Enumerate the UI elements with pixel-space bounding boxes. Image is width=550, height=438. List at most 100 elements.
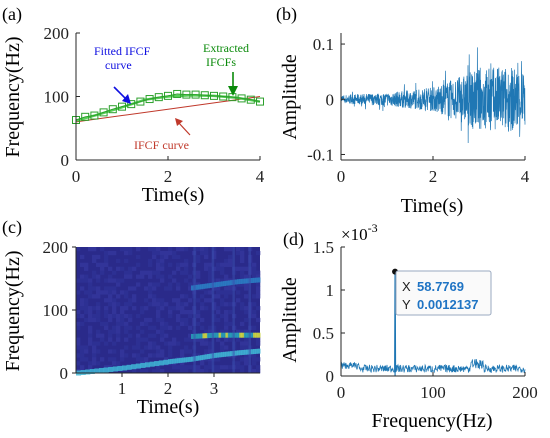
x-tick-label: 4 [521, 167, 530, 186]
heatmap-ridge-cell [195, 333, 199, 339]
heatmap-cell [108, 349, 113, 354]
heatmap-cell [144, 369, 149, 374]
heatmap-cell [244, 337, 249, 342]
heatmap-cell [256, 290, 261, 295]
heatmap-cell [216, 266, 221, 271]
extracted-ifcf-marker [127, 100, 136, 109]
heatmap-cell [168, 345, 173, 350]
heatmap-cell [88, 317, 93, 323]
panel-label-d: (d) [283, 229, 304, 250]
signal-line [340, 47, 526, 143]
heatmap-cell [168, 325, 173, 330]
heatmap-cell [220, 345, 225, 350]
heatmap-cell [136, 333, 141, 338]
heatmap-cell [208, 298, 213, 303]
heatmap-cell [116, 282, 121, 287]
y-tick-label: 200 [43, 238, 69, 257]
heatmap-cell [148, 325, 153, 330]
heatmap-cell [256, 250, 261, 256]
heatmap-cell [104, 262, 109, 267]
heatmap-cell [216, 294, 221, 299]
heatmap-ridge-cell [209, 282, 213, 288]
heatmap-ridge-cell [237, 350, 240, 356]
heatmap-cell [76, 278, 81, 283]
heatmap-cell [84, 349, 89, 354]
panel-a-plot-area [72, 89, 264, 124]
heatmap-ridge-cell [191, 333, 194, 339]
heatmap-cell [252, 294, 257, 299]
heatmap-cell [92, 306, 97, 311]
heatmap-cell [108, 337, 113, 342]
heatmap-cell [124, 325, 129, 330]
heatmap-cell [224, 317, 229, 323]
heatmap-cell [160, 254, 165, 260]
heatmap-cell [176, 313, 181, 319]
heatmap-cell [116, 278, 121, 283]
heatmap-cell [92, 317, 97, 323]
heatmap-cell [92, 349, 97, 354]
heatmap-cell [224, 302, 229, 307]
heatmap-cell [88, 313, 93, 319]
heatmap-cell [80, 274, 85, 279]
heatmap-ridge-cell [149, 361, 155, 367]
heatmap-cell [204, 306, 209, 311]
heatmap-cell [252, 357, 257, 362]
heatmap-ridge-cell [237, 279, 240, 285]
heatmap-cell [196, 353, 201, 358]
heatmap-cell [120, 247, 125, 252]
heatmap-cell [140, 306, 145, 311]
heatmap-cell [148, 247, 153, 252]
extracted-ifcf-marker [246, 95, 255, 104]
heatmap-cell [208, 357, 213, 362]
heatmap-cell [176, 325, 181, 330]
heatmap-cell [100, 333, 105, 338]
heatmap-cell [96, 333, 101, 338]
heatmap-cell [88, 290, 93, 295]
heatmap-cell [148, 274, 153, 279]
heatmap-cell [256, 369, 261, 374]
extracted-ifcf-marker [81, 112, 90, 121]
panel-c-heatmap [76, 247, 261, 376]
heatmap-cell [144, 298, 149, 303]
heatmap-ridge-cell [202, 333, 206, 339]
heatmap-cell [208, 361, 213, 366]
ifcf-curve-arrow [175, 118, 191, 136]
heatmap-cell [220, 302, 225, 307]
heatmap-cell [132, 266, 137, 271]
heatmap-cell [180, 365, 185, 370]
fitted-ifcf-annotation-line1: Fitted IFCF [94, 44, 151, 58]
heatmap-cell [124, 345, 129, 350]
heatmap-cell [208, 274, 213, 279]
datatip[interactable]: X 58.7769 Y 0.0012137 [395, 270, 492, 316]
heatmap-cell [188, 333, 193, 338]
heatmap-cell [136, 341, 141, 346]
extracted-ifcf-marker [108, 105, 117, 114]
heatmap-cell [156, 329, 161, 334]
heatmap-ridge-cell [108, 366, 114, 372]
heatmap-cell [256, 357, 261, 362]
heatmap-cell [124, 353, 129, 358]
heatmap-cell [116, 294, 121, 299]
heatmap-cell [156, 306, 161, 311]
heatmap-cell [168, 262, 173, 267]
heatmap-ridge-cell [191, 356, 194, 362]
heatmap-cell [160, 321, 165, 327]
heatmap-cell [148, 294, 153, 299]
heatmap-cell [120, 317, 125, 323]
heatmap-cell [196, 369, 201, 374]
heatmap-cell [128, 317, 133, 323]
heatmap-cell [108, 286, 113, 291]
heatmap-cell [84, 274, 89, 279]
heatmap-cell [96, 361, 101, 366]
heatmap-cell [148, 341, 153, 346]
heatmap-cell [240, 254, 245, 260]
heatmap-cell [136, 325, 141, 330]
heatmap-cell [176, 341, 181, 346]
panel-b-axes [340, 33, 526, 161]
heatmap-cell [220, 349, 225, 354]
y-tick-label: 100 [44, 88, 70, 107]
heatmap-cell [84, 310, 89, 315]
ifcf-curve-annotation: IFCF curve [134, 138, 189, 152]
heatmap-cell [132, 286, 137, 291]
